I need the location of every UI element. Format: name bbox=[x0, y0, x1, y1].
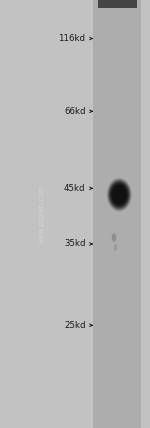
Ellipse shape bbox=[111, 183, 128, 206]
Text: www.ptglab.com: www.ptglab.com bbox=[39, 184, 45, 244]
Ellipse shape bbox=[112, 184, 127, 205]
Ellipse shape bbox=[115, 189, 124, 201]
Bar bbox=[93, 0, 141, 428]
Ellipse shape bbox=[113, 187, 125, 203]
Ellipse shape bbox=[114, 187, 125, 202]
Ellipse shape bbox=[110, 182, 128, 207]
Ellipse shape bbox=[111, 184, 127, 206]
Text: 45kd: 45kd bbox=[64, 184, 86, 193]
Text: 25kd: 25kd bbox=[64, 321, 86, 330]
Ellipse shape bbox=[110, 182, 129, 208]
Text: 35kd: 35kd bbox=[64, 239, 86, 249]
Ellipse shape bbox=[114, 188, 124, 202]
Text: 116kd: 116kd bbox=[58, 34, 85, 43]
Ellipse shape bbox=[116, 190, 122, 199]
Ellipse shape bbox=[118, 193, 121, 197]
Ellipse shape bbox=[116, 190, 123, 199]
Ellipse shape bbox=[118, 193, 120, 196]
Ellipse shape bbox=[108, 179, 131, 211]
Ellipse shape bbox=[113, 186, 126, 204]
Ellipse shape bbox=[109, 180, 130, 209]
Ellipse shape bbox=[112, 233, 116, 242]
Ellipse shape bbox=[119, 194, 120, 196]
Ellipse shape bbox=[108, 180, 130, 210]
Ellipse shape bbox=[112, 185, 126, 204]
Ellipse shape bbox=[117, 192, 121, 197]
Ellipse shape bbox=[107, 178, 132, 211]
Ellipse shape bbox=[109, 181, 129, 208]
Ellipse shape bbox=[117, 191, 122, 198]
Ellipse shape bbox=[106, 178, 132, 212]
Ellipse shape bbox=[114, 244, 117, 251]
Bar bbox=[98, 0, 136, 8]
Ellipse shape bbox=[115, 189, 123, 200]
Text: 66kd: 66kd bbox=[64, 107, 86, 116]
